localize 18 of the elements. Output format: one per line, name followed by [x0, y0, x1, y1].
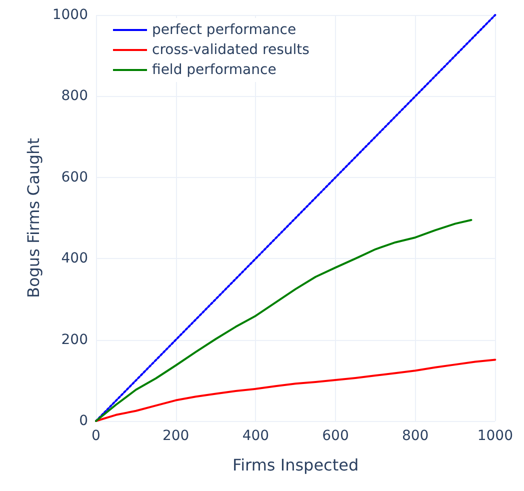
x-tick-label: 800 [402, 428, 429, 444]
x-tick-label: 200 [162, 428, 190, 444]
y-tick-label: 0 [79, 413, 88, 429]
y-axis-title: Bogus Firms Caught [24, 138, 43, 298]
y-tick-label: 800 [61, 88, 88, 104]
x-tick-label: 400 [242, 428, 270, 444]
legend-label: perfect performance [152, 22, 296, 38]
y-tick-label: 200 [61, 332, 88, 348]
x-axis-title: Firms Inspected [232, 456, 359, 474]
y-tick-label: 400 [61, 250, 88, 267]
legend-label: field performance [152, 62, 276, 78]
y-tick-label: 600 [61, 169, 88, 186]
x-tick-label: 1000 [477, 428, 514, 444]
line-series [95, 219, 472, 422]
y-tick-label: 1000 [52, 7, 88, 23]
x-tick-label: 0 [92, 428, 100, 444]
legend-label: cross-validated results [152, 42, 310, 58]
x-tick-label: 600 [322, 428, 349, 444]
